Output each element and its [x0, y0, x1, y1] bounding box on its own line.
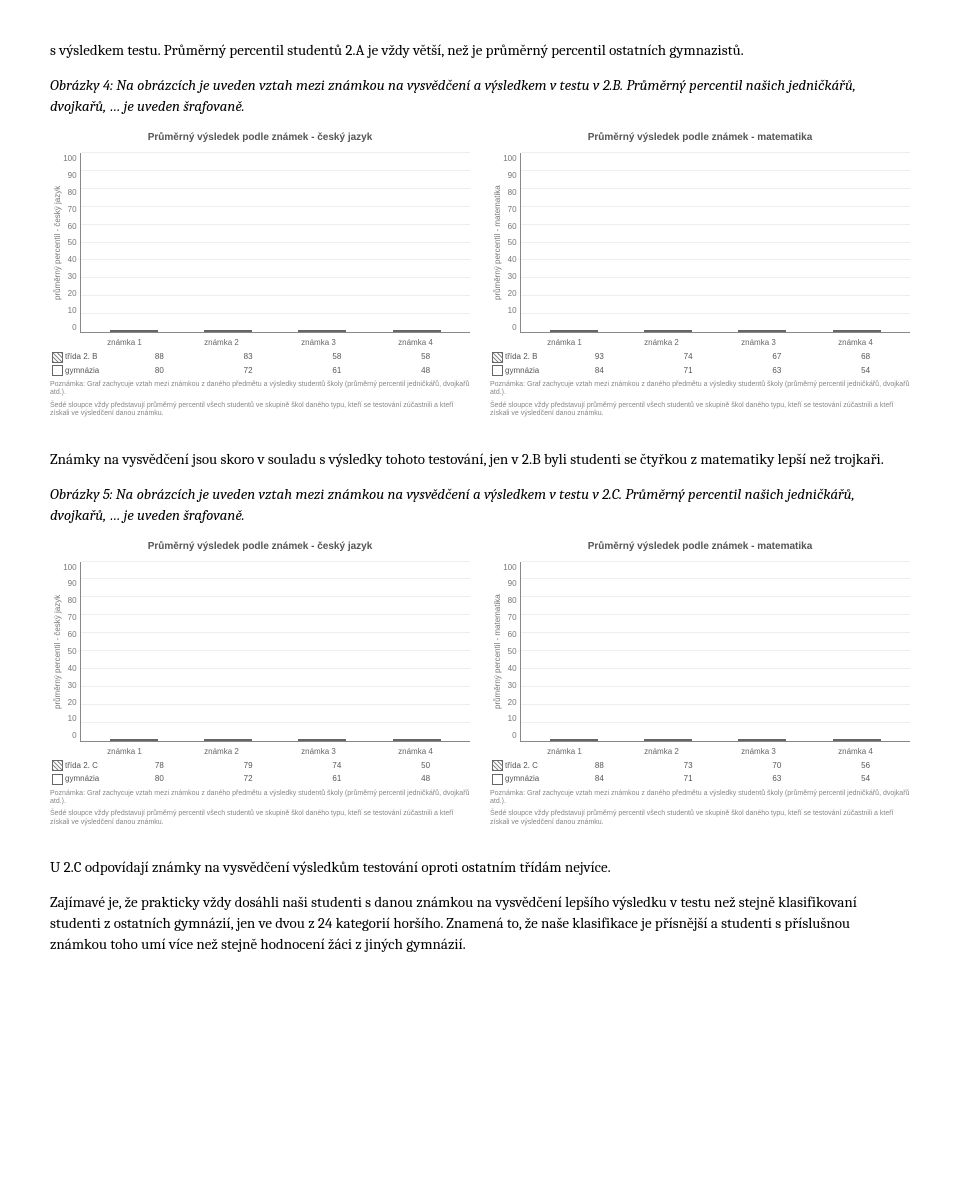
plot-area: [81, 562, 470, 742]
bar-series1: [393, 739, 417, 741]
bar-series2: [417, 739, 441, 741]
bar-series2: [134, 739, 158, 741]
bar-series1: [298, 330, 322, 332]
chart-footnote: Šedé sloupce vždy představují průměrný p…: [490, 810, 910, 827]
bar-series2: [322, 330, 346, 332]
bar-series2: [574, 330, 598, 332]
chart-footnote: Poznámka: Graf zachycuje vztah mezi znám…: [50, 381, 470, 398]
chart-footnote: Šedé sloupce vždy představují průměrný p…: [50, 402, 470, 419]
y-axis: 1009080706050403020100: [503, 153, 520, 333]
y-axis: 1009080706050403020100: [63, 562, 80, 742]
chart-2b-cj: Průměrný výsledek podle známek - český j…: [50, 131, 470, 419]
chart-footnote: Poznámka: Graf zachycuje vztah mezi znám…: [490, 790, 910, 807]
chart-footnote: Poznámka: Graf zachycuje vztah mezi znám…: [490, 381, 910, 398]
bar-group: [294, 330, 350, 332]
chart-2b-ma: Průměrný výsledek podle známek - matemat…: [490, 131, 910, 419]
bar-series1: [550, 330, 574, 332]
bar-series2: [322, 739, 346, 741]
bar-series1: [110, 739, 134, 741]
bar-series1: [738, 330, 762, 332]
bar-group: [106, 330, 162, 332]
chart-2c-cj: Průměrný výsledek podle známek - český j…: [50, 540, 470, 828]
y-axis-label: průměrný percentil - český jazyk: [50, 153, 63, 333]
chart-footnote: Šedé sloupce vždy představují průměrný p…: [50, 810, 470, 827]
chart-value-table: třída 2. B93746768gymnázia84716354: [490, 350, 910, 377]
bar-series1: [298, 739, 322, 741]
bar-group: [734, 330, 790, 332]
bar-series2: [668, 330, 692, 332]
paragraph-2b: Známky na vysvědčení jsou skoro v soulad…: [50, 449, 910, 470]
bar-series2: [668, 739, 692, 741]
bar-series2: [857, 739, 881, 741]
bar-series1: [644, 739, 668, 741]
x-axis: známka 1známka 2známka 3známka 4: [50, 742, 470, 759]
bar-series2: [228, 739, 252, 741]
bar-group: [546, 739, 602, 741]
chart-2c-ma: Průměrný výsledek podle známek - matemat…: [490, 540, 910, 828]
chart-value-table: třída 2. C88737056gymnázia84716354: [490, 759, 910, 786]
caption-4: Obrázky 4: Na obrázcích je uveden vztah …: [50, 75, 910, 117]
bar-series1: [204, 739, 228, 741]
y-axis-label: průměrný percentil - matematika: [490, 562, 503, 742]
y-axis-label: průměrný percentil - matematika: [490, 153, 503, 333]
bar-series2: [857, 330, 881, 332]
chart-value-table: třída 2. B88835858gymnázia80726148: [50, 350, 470, 377]
x-axis: známka 1známka 2známka 3známka 4: [490, 333, 910, 350]
x-axis: známka 1známka 2známka 3známka 4: [490, 742, 910, 759]
paragraph-2c: U 2.C odpovídají známky na vysvědčení vý…: [50, 857, 910, 878]
chart-title: Průměrný výsledek podle známek - český j…: [50, 540, 470, 554]
y-axis-label: průměrný percentil - český jazyk: [50, 562, 63, 742]
bar-series1: [393, 330, 417, 332]
plot-area: [521, 153, 910, 333]
chart-title: Průměrný výsledek podle známek - matemat…: [490, 131, 910, 145]
chart-footnote: Šedé sloupce vždy představují průměrný p…: [490, 402, 910, 419]
bar-group: [734, 739, 790, 741]
bar-series1: [550, 739, 574, 741]
caption-5: Obrázky 5: Na obrázcích je uveden vztah …: [50, 484, 910, 526]
bar-series2: [574, 739, 598, 741]
chart-footnote: Poznámka: Graf zachycuje vztah mezi znám…: [50, 790, 470, 807]
y-axis: 1009080706050403020100: [63, 153, 80, 333]
x-axis: známka 1známka 2známka 3známka 4: [50, 333, 470, 350]
bar-series1: [833, 330, 857, 332]
bar-group: [829, 330, 885, 332]
bar-group: [200, 330, 256, 332]
bar-group: [389, 330, 445, 332]
bar-group: [640, 739, 696, 741]
chart-value-table: třída 2. C78797450gymnázia80726148: [50, 759, 470, 786]
bar-group: [640, 330, 696, 332]
bar-series2: [417, 330, 441, 332]
paragraph-intro: s výsledkem testu. Průměrný percentil st…: [50, 40, 910, 61]
bar-series2: [762, 330, 786, 332]
bar-series1: [738, 739, 762, 741]
bar-series2: [134, 330, 158, 332]
plot-area: [81, 153, 470, 333]
chart-row-2b: Průměrný výsledek podle známek - český j…: [50, 131, 910, 419]
bar-group: [389, 739, 445, 741]
plot-area: [521, 562, 910, 742]
bar-group: [546, 330, 602, 332]
chart-row-2c: Průměrný výsledek podle známek - český j…: [50, 540, 910, 828]
bar-group: [294, 739, 350, 741]
bar-series1: [204, 330, 228, 332]
bar-series1: [110, 330, 134, 332]
bar-group: [200, 739, 256, 741]
chart-title: Průměrný výsledek podle známek - český j…: [50, 131, 470, 145]
bar-series1: [833, 739, 857, 741]
y-axis: 1009080706050403020100: [503, 562, 520, 742]
bar-series2: [762, 739, 786, 741]
bar-series1: [644, 330, 668, 332]
bar-series2: [228, 330, 252, 332]
bar-group: [829, 739, 885, 741]
paragraph-conclusion: Zajímavé je, že prakticky vždy dosáhli n…: [50, 892, 910, 955]
chart-title: Průměrný výsledek podle známek - matemat…: [490, 540, 910, 554]
bar-group: [106, 739, 162, 741]
